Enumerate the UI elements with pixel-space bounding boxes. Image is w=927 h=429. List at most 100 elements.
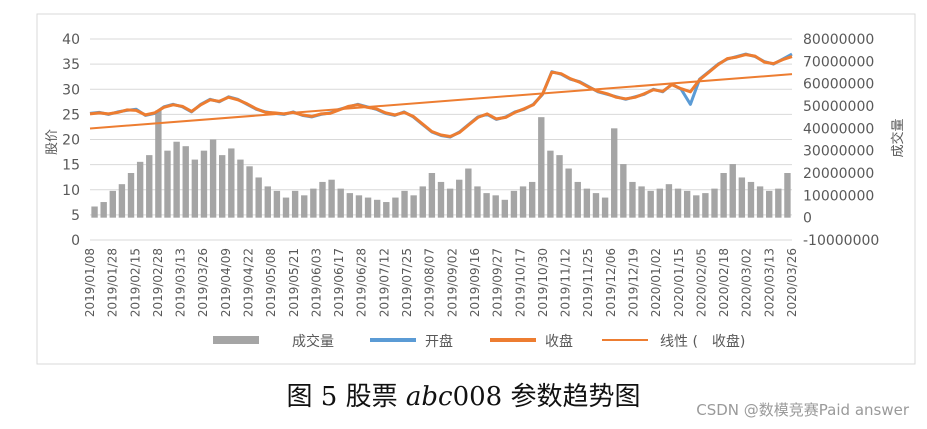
caption-suffix: 参数趋势图 — [502, 382, 641, 412]
price-lines — [89, 52, 793, 139]
volume-bar — [565, 168, 572, 218]
x-tick-label: 2019/01/08 — [83, 248, 97, 317]
right-tick-label: 10000000 — [803, 188, 874, 204]
volume-bar — [437, 181, 445, 218]
legend-open-label: 开盘 — [425, 333, 453, 350]
caption-prefix: 图 5 股票 — [286, 382, 406, 412]
volume-bar — [428, 173, 436, 218]
x-tick-label: 2019/11/12 — [559, 248, 573, 317]
volume-bar — [665, 184, 673, 218]
right-tick-label: 20000000 — [803, 166, 874, 182]
volume-bar — [264, 186, 271, 218]
volume-bar — [510, 190, 518, 218]
volume-bar — [702, 193, 709, 218]
volume-bar — [282, 197, 290, 218]
volume-bar — [474, 186, 481, 218]
x-tick-label: 2019/07/12 — [377, 248, 391, 317]
right-tick-label: 30000000 — [803, 144, 874, 160]
x-tick-label: 2020/02/05 — [694, 248, 708, 317]
volume-bar — [346, 193, 354, 218]
volume-bar — [410, 195, 417, 218]
x-tick-label: 2019/05/08 — [264, 248, 278, 317]
right-tick-label: 70000000 — [803, 54, 874, 70]
x-tick-label: 2020/03/13 — [762, 248, 776, 317]
x-tick-label: 2019/10/17 — [513, 248, 527, 317]
left-tick-label: 0 — [71, 233, 80, 249]
volume-bar — [647, 190, 654, 218]
volume-bar — [91, 206, 98, 218]
volume-bar — [383, 202, 390, 218]
x-tick-label: 2019/06/28 — [355, 248, 369, 317]
left-tick-label: 10 — [62, 183, 80, 199]
figure-caption: 图 5 股票 abc008 参数趋势图 — [0, 376, 927, 413]
volume-bar — [136, 161, 144, 218]
volume-bar — [146, 155, 153, 218]
volume-bar — [182, 146, 189, 218]
volume-bar — [255, 177, 262, 218]
x-tick-label: 2019/06/17 — [332, 248, 346, 317]
right-tick-label: -10000000 — [803, 233, 879, 249]
x-tick-label: 2019/04/09 — [219, 248, 233, 317]
volume-bar — [492, 195, 499, 218]
volume-bar — [784, 173, 791, 218]
volume-bar — [574, 181, 581, 218]
volume-bar — [766, 190, 773, 218]
volume-bar — [319, 181, 326, 218]
close-trendline — [89, 73, 793, 130]
right-tick-label: 0 — [803, 211, 812, 227]
x-tick-label: 2019/06/03 — [309, 248, 323, 317]
x-tick-label: 2019/10/30 — [536, 248, 550, 317]
volume-bar — [373, 199, 381, 218]
volume-bar — [592, 193, 600, 218]
volume-bar — [583, 188, 591, 218]
right-tick-label: 40000000 — [803, 121, 874, 137]
volume-bar — [547, 150, 554, 218]
volume-bar — [273, 190, 281, 218]
x-tick-label: 2019/02/28 — [151, 248, 165, 317]
volume-bar — [219, 155, 226, 218]
volume-bar — [419, 186, 426, 218]
x-tick-label: 2019/12/06 — [604, 248, 618, 317]
legend-volume-label: 成交量 — [292, 333, 334, 350]
volume-bar — [328, 179, 335, 218]
volume-bar — [209, 139, 217, 218]
x-tick-label: 2019/07/25 — [400, 248, 414, 317]
volume-bar — [465, 168, 472, 218]
legend-trend-label: 线性 ( 收盘) — [660, 333, 745, 350]
left-tick-label: 15 — [62, 158, 80, 174]
x-tick-label: 2019/12/19 — [626, 248, 640, 317]
volume-bar — [638, 186, 645, 218]
x-tick-label: 2019/11/25 — [581, 248, 595, 317]
volume-bar — [629, 181, 636, 218]
x-tick-label: 2019/09/27 — [491, 248, 505, 317]
volume-bar — [729, 164, 736, 218]
volume-bar — [118, 184, 126, 218]
y-axis-left-label: 股价 — [45, 129, 60, 155]
volume-bar — [446, 188, 454, 218]
x-tick-label: 2019/03/13 — [174, 248, 188, 317]
volume-bar — [611, 128, 618, 218]
right-tick-label: 80000000 — [803, 32, 874, 48]
volume-bar — [775, 188, 782, 218]
volume-bar — [519, 186, 527, 218]
volume-bar — [200, 150, 208, 218]
legend: 成交量 开盘 收盘 线性 ( 收盘) — [213, 333, 745, 350]
volume-bar — [191, 159, 199, 218]
volume-bar — [392, 197, 399, 218]
x-tick-label: 2019/09/16 — [468, 248, 482, 317]
volume-bar — [109, 190, 116, 218]
x-tick-label: 2020/03/26 — [785, 248, 799, 317]
volume-bar — [355, 195, 363, 218]
volume-bar — [364, 197, 372, 218]
volume-bar — [720, 173, 727, 218]
x-tick-label: 2019/01/28 — [106, 248, 120, 317]
volume-bar — [693, 195, 700, 218]
volume-bar — [337, 188, 344, 218]
watermark: CSDN @数模竞赛Paid answer — [696, 401, 909, 419]
right-axis-ticks: -10000000 0 10000000 20000000 30000000 400000… — [803, 32, 879, 249]
volume-bar — [501, 199, 509, 218]
volume-bar — [237, 159, 244, 218]
volume-bar — [291, 190, 299, 218]
